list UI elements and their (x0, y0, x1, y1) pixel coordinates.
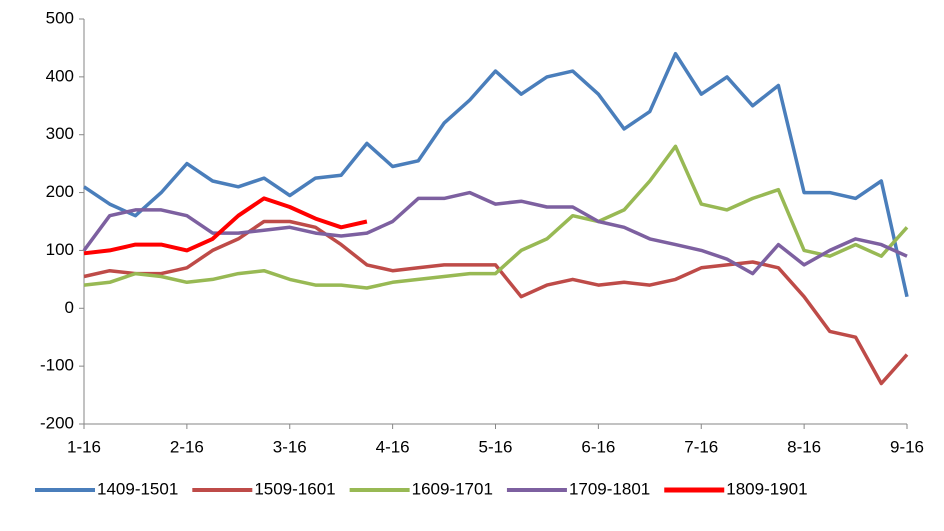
legend-label: 1409-1501 (97, 479, 178, 498)
x-tick-label: 6-16 (581, 437, 615, 456)
series-line (83, 51, 909, 298)
y-tick-label: -100 (40, 356, 74, 375)
x-tick-label: 2-16 (170, 437, 204, 456)
y-tick-label: 200 (46, 182, 74, 201)
series-line (83, 196, 368, 256)
y-tick-label: 300 (46, 124, 74, 143)
legend-label: 1809-1901 (726, 479, 807, 498)
y-tick-label: 500 (46, 8, 74, 27)
x-tick-label: 4-16 (376, 437, 410, 456)
x-tick-label: 8-16 (787, 437, 821, 456)
y-tick-label: -200 (40, 413, 74, 432)
x-tick-label: 7-16 (684, 437, 718, 456)
series-line (83, 219, 909, 386)
legend-label: 1609-1701 (412, 479, 493, 498)
x-tick-label: 1-16 (67, 437, 101, 456)
x-tick-label: 3-16 (273, 437, 307, 456)
legend-label: 1709-1801 (569, 479, 650, 498)
x-tick-label: 5-16 (478, 437, 512, 456)
y-tick-label: 0 (65, 298, 74, 317)
x-tick-label: 9-16 (890, 437, 924, 456)
y-tick-label: 100 (46, 240, 74, 259)
legend-label: 1509-1601 (254, 479, 335, 498)
series-line (83, 144, 909, 290)
y-tick-label: 400 (46, 66, 74, 85)
